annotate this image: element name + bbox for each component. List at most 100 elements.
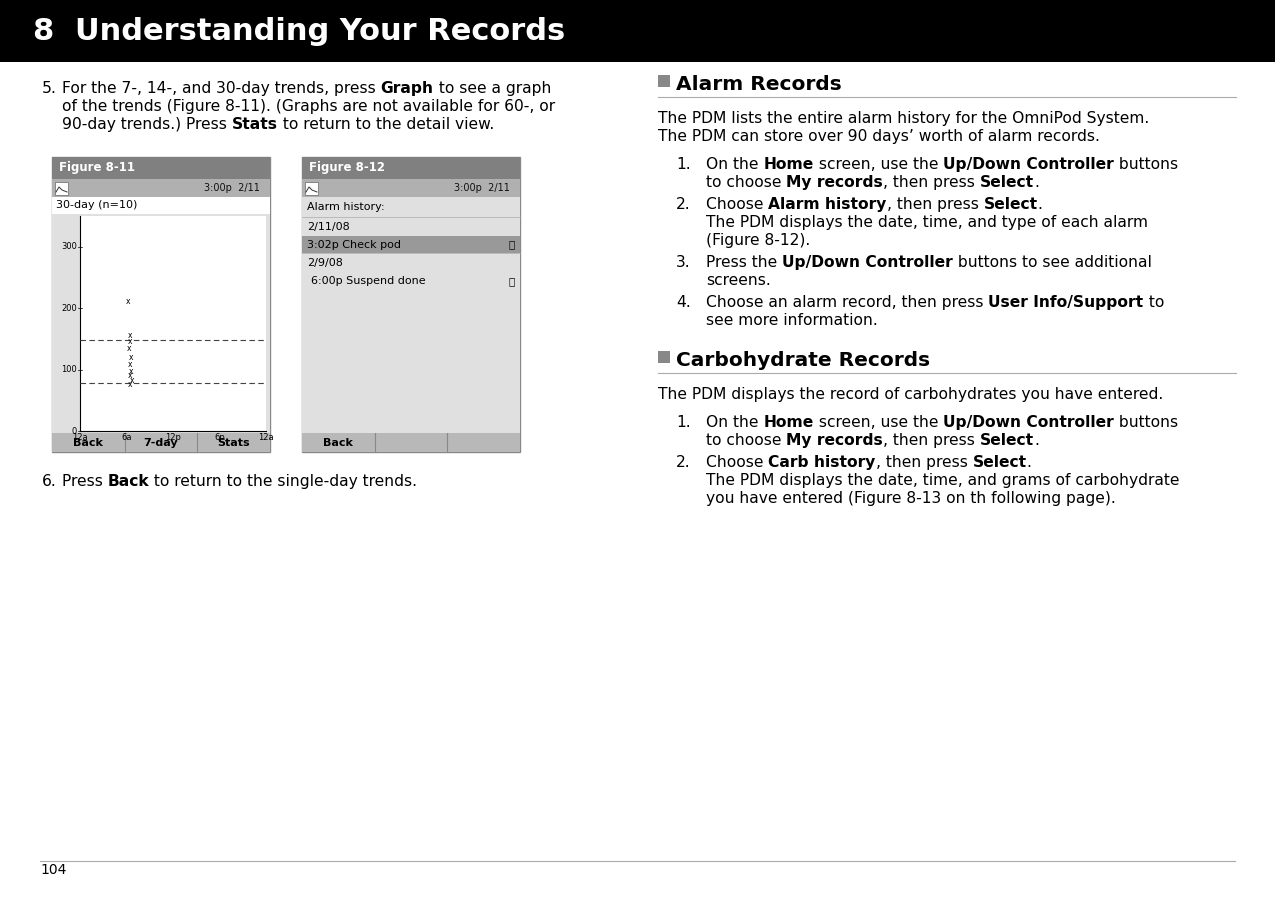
Text: x: x bbox=[130, 376, 134, 385]
Text: Choose an alarm record, then press: Choose an alarm record, then press bbox=[706, 295, 988, 310]
Text: Select: Select bbox=[973, 455, 1026, 470]
Text: buttons: buttons bbox=[1114, 157, 1178, 172]
Bar bbox=[80, 216, 266, 431]
Text: 12p: 12p bbox=[164, 433, 181, 442]
Text: 12a: 12a bbox=[258, 433, 274, 442]
Bar bbox=[302, 236, 520, 253]
Text: .: . bbox=[1034, 175, 1039, 190]
Bar bbox=[52, 157, 270, 452]
Text: 3.: 3. bbox=[676, 255, 691, 270]
Text: 2.: 2. bbox=[676, 455, 691, 470]
Text: you have entered (Figure 8-13 on th following page).: you have entered (Figure 8-13 on th foll… bbox=[706, 491, 1116, 506]
Text: 200: 200 bbox=[61, 304, 76, 313]
Text: 30-day (n=10): 30-day (n=10) bbox=[56, 201, 138, 211]
Text: to choose: to choose bbox=[706, 433, 787, 448]
Bar bbox=[55, 182, 68, 195]
Text: buttons: buttons bbox=[1114, 415, 1178, 430]
Text: The PDM can store over 90 days’ worth of alarm records.: The PDM can store over 90 days’ worth of… bbox=[658, 129, 1100, 144]
Bar bbox=[52, 197, 270, 214]
Text: Figure 8-11: Figure 8-11 bbox=[59, 161, 135, 175]
Text: screen, use the: screen, use the bbox=[813, 415, 944, 430]
Text: of the trends (Figure 8-11). (Graphs are not available for 60-, or: of the trends (Figure 8-11). (Graphs are… bbox=[62, 99, 555, 114]
Text: 4.: 4. bbox=[676, 295, 691, 310]
Text: Select: Select bbox=[983, 197, 1038, 212]
Text: Alarm history:: Alarm history: bbox=[307, 202, 385, 212]
Text: x: x bbox=[126, 297, 130, 306]
Text: Home: Home bbox=[764, 157, 813, 172]
Text: 3:00p  2/11: 3:00p 2/11 bbox=[454, 183, 510, 193]
Text: screens.: screens. bbox=[706, 273, 771, 288]
Text: On the: On the bbox=[706, 415, 764, 430]
Bar bbox=[305, 182, 317, 195]
Text: User Info/Support: User Info/Support bbox=[988, 295, 1144, 310]
Text: Back: Back bbox=[108, 474, 149, 489]
Text: to return to the single-day trends.: to return to the single-day trends. bbox=[149, 474, 417, 489]
Text: 5.: 5. bbox=[42, 81, 57, 96]
Text: The PDM lists the entire alarm history for the OmniPod System.: The PDM lists the entire alarm history f… bbox=[658, 111, 1149, 126]
Text: 104: 104 bbox=[40, 863, 66, 877]
Text: 1.: 1. bbox=[676, 157, 691, 172]
Text: Choose: Choose bbox=[706, 455, 769, 470]
Bar bbox=[302, 179, 520, 197]
Bar bbox=[658, 351, 669, 363]
Text: x: x bbox=[128, 332, 133, 341]
Text: Stats: Stats bbox=[217, 438, 250, 448]
Text: Home: Home bbox=[764, 415, 813, 430]
Text: .: . bbox=[1034, 433, 1039, 448]
Text: , then press: , then press bbox=[886, 197, 983, 212]
Text: 0: 0 bbox=[71, 426, 76, 435]
Text: Carb history: Carb history bbox=[769, 455, 876, 470]
Text: 8: 8 bbox=[32, 16, 54, 45]
Text: Up/Down Controller: Up/Down Controller bbox=[782, 255, 952, 270]
Text: 6p: 6p bbox=[214, 433, 224, 442]
Text: 2/11/08: 2/11/08 bbox=[307, 222, 349, 232]
Text: Select: Select bbox=[980, 175, 1034, 190]
Text: 7-day: 7-day bbox=[144, 438, 179, 448]
Text: 3:02p Check pod: 3:02p Check pod bbox=[307, 240, 402, 250]
Text: Carbohydrate Records: Carbohydrate Records bbox=[676, 351, 931, 370]
Text: x: x bbox=[129, 380, 133, 389]
Text: The PDM displays the date, time, and type of each alarm: The PDM displays the date, time, and typ… bbox=[706, 215, 1148, 230]
Text: 6.: 6. bbox=[42, 474, 57, 489]
Text: ⓘ: ⓘ bbox=[509, 276, 515, 286]
Text: Stats: Stats bbox=[232, 117, 278, 132]
Text: ⓘ: ⓘ bbox=[509, 240, 515, 250]
Text: 2.: 2. bbox=[676, 197, 691, 212]
Text: 100: 100 bbox=[61, 365, 76, 374]
Text: 1.: 1. bbox=[676, 415, 691, 430]
Text: Press: Press bbox=[62, 474, 108, 489]
Text: Up/Down Controller: Up/Down Controller bbox=[944, 157, 1114, 172]
Text: The PDM displays the record of carbohydrates you have entered.: The PDM displays the record of carbohydr… bbox=[658, 387, 1163, 402]
Text: Alarm Records: Alarm Records bbox=[676, 75, 842, 94]
Bar bbox=[52, 157, 270, 179]
Bar bbox=[302, 433, 520, 452]
Bar bbox=[52, 433, 270, 452]
Text: 300: 300 bbox=[61, 242, 76, 251]
Bar bbox=[302, 157, 520, 179]
Text: x: x bbox=[128, 343, 131, 352]
Text: (Figure 8-12).: (Figure 8-12). bbox=[706, 233, 810, 248]
Text: x: x bbox=[128, 371, 133, 380]
Text: On the: On the bbox=[706, 157, 764, 172]
Text: Understanding Your Records: Understanding Your Records bbox=[75, 16, 565, 45]
Text: Figure 8-12: Figure 8-12 bbox=[309, 161, 385, 175]
Text: Back: Back bbox=[324, 438, 353, 448]
Bar bbox=[0, 0, 1275, 62]
Text: Graph: Graph bbox=[381, 81, 434, 96]
Text: 12a: 12a bbox=[73, 433, 88, 442]
Text: Alarm history: Alarm history bbox=[769, 197, 886, 212]
Text: 6:00p Suspend done: 6:00p Suspend done bbox=[311, 276, 426, 286]
Text: 2/9/08: 2/9/08 bbox=[307, 258, 343, 268]
Text: x: x bbox=[128, 360, 133, 369]
Text: , then press: , then press bbox=[884, 175, 980, 190]
Bar bbox=[52, 179, 270, 197]
Text: x: x bbox=[128, 338, 133, 346]
Text: see more information.: see more information. bbox=[706, 313, 877, 328]
Text: .: . bbox=[1038, 197, 1043, 212]
Text: x: x bbox=[129, 353, 134, 362]
Text: 90-day trends.) Press: 90-day trends.) Press bbox=[62, 117, 232, 132]
Text: The PDM displays the date, time, and grams of carbohydrate: The PDM displays the date, time, and gra… bbox=[706, 473, 1179, 488]
Text: to choose: to choose bbox=[706, 175, 787, 190]
Text: .: . bbox=[1026, 455, 1031, 470]
Text: buttons to see additional: buttons to see additional bbox=[952, 255, 1151, 270]
